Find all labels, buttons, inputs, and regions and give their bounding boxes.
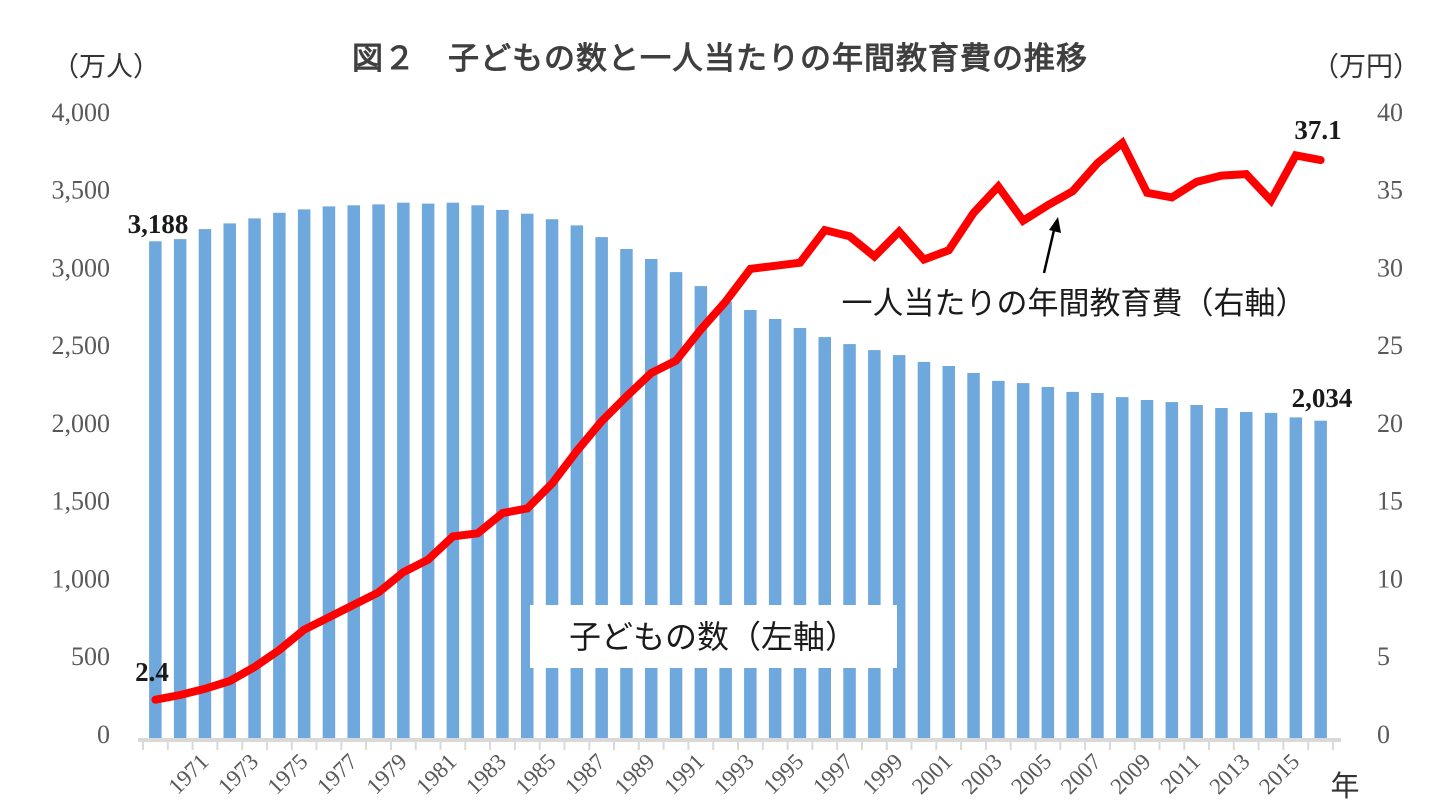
x-axis-year-label: 1997 bbox=[808, 749, 858, 799]
x-axis-year-label: 2009 bbox=[1105, 749, 1155, 799]
bar-2013 bbox=[1240, 412, 1253, 740]
bar-1991 bbox=[694, 286, 708, 740]
left-axis-tick-label: 0 bbox=[97, 720, 110, 749]
x-axis-year-label: 1975 bbox=[262, 749, 312, 799]
bar-1976 bbox=[322, 206, 336, 740]
left-axis-tick-label: 2,000 bbox=[52, 409, 111, 438]
right-axis-tick-label: 40 bbox=[1377, 98, 1403, 127]
bar-1982 bbox=[471, 205, 484, 741]
x-axis-year-label: 2013 bbox=[1205, 749, 1255, 799]
left-axis-tick-label: 500 bbox=[71, 642, 110, 671]
x-axis-year-label: 1993 bbox=[709, 749, 759, 799]
right-axis-tick-label: 0 bbox=[1377, 720, 1390, 749]
right-axis-tick-label: 35 bbox=[1377, 176, 1403, 205]
right-axis-tick-label: 5 bbox=[1377, 642, 1390, 671]
bar-2001 bbox=[942, 366, 955, 740]
bar-2002 bbox=[967, 373, 980, 740]
x-axis-year-label: 1977 bbox=[312, 749, 362, 799]
annotation-arrow-head-icon bbox=[1049, 217, 1061, 233]
x-axis-year-label: 1979 bbox=[362, 749, 412, 799]
bar-1972 bbox=[223, 223, 236, 740]
left-axis-tick-label: 1,500 bbox=[52, 487, 111, 516]
left-axis-tick-label: 2,500 bbox=[52, 331, 111, 360]
bar-2014 bbox=[1264, 412, 1278, 740]
bar-2009 bbox=[1140, 400, 1154, 740]
x-axis-year-label: 1981 bbox=[411, 749, 461, 799]
bar-1996 bbox=[818, 337, 831, 740]
left-axis-tick-label: 1,000 bbox=[52, 564, 111, 593]
left-axis-tick-label: 3,000 bbox=[52, 253, 111, 282]
bar-2007 bbox=[1091, 393, 1104, 740]
chart-title: 図２ 子どもの数と一人当たりの年間教育費の推移 bbox=[352, 41, 1088, 76]
bar-2008 bbox=[1116, 397, 1129, 740]
bar-1992 bbox=[719, 301, 732, 740]
bar-2004 bbox=[1016, 383, 1030, 740]
bar-1970 bbox=[173, 239, 187, 740]
x-axis-year-label: 1983 bbox=[461, 749, 511, 799]
right-axis-tick-label: 15 bbox=[1377, 487, 1403, 516]
bar-1993 bbox=[744, 310, 757, 740]
right-axis-tick-label: 25 bbox=[1377, 331, 1403, 360]
right-axis-tick-label: 10 bbox=[1377, 564, 1403, 593]
left-axis-tick-label: 4,000 bbox=[52, 98, 111, 127]
bar-1997 bbox=[843, 344, 856, 740]
x-axis-year-label: 1995 bbox=[758, 749, 808, 799]
bar-1974 bbox=[273, 212, 286, 741]
right-axis-tick-label: 20 bbox=[1377, 409, 1403, 438]
bar-2003 bbox=[992, 380, 1005, 740]
bar-1999 bbox=[892, 355, 906, 740]
bar-1998 bbox=[868, 350, 881, 740]
bar-1971 bbox=[198, 229, 212, 740]
bar-last-value-label: 2,034 bbox=[1292, 383, 1353, 413]
bar-1990 bbox=[669, 272, 683, 740]
bar-2000 bbox=[917, 361, 931, 740]
bar-1973 bbox=[248, 218, 261, 740]
x-axis-year-label: 1987 bbox=[560, 749, 610, 799]
education-cost-line bbox=[151, 136, 1325, 704]
bar-2006 bbox=[1066, 391, 1079, 740]
bar-1994 bbox=[768, 319, 782, 740]
bar-1995 bbox=[793, 328, 807, 740]
left-axis-unit-label: （万人） bbox=[52, 52, 160, 82]
right-axis-tick-label: 30 bbox=[1377, 253, 1403, 282]
line-series-label: 一人当たりの年間教育費（右軸） bbox=[842, 286, 1307, 321]
x-axis-year-label: 1989 bbox=[610, 749, 660, 799]
x-axis-year-label: 2011 bbox=[1156, 749, 1206, 799]
bar-1975 bbox=[297, 209, 311, 740]
x-axis-year-label: 1985 bbox=[510, 749, 560, 799]
x-axis-year-label: 2015 bbox=[1254, 749, 1304, 799]
x-axis-year-label: 2007 bbox=[1056, 749, 1106, 799]
bar-2011 bbox=[1190, 405, 1203, 740]
bar-2016 bbox=[1314, 420, 1327, 740]
x-axis-year-label: 1973 bbox=[213, 749, 263, 799]
bar-1969 bbox=[149, 241, 162, 741]
x-axis-year-label: 2003 bbox=[957, 749, 1007, 799]
x-axis-year-label: 1971 bbox=[163, 749, 213, 799]
bar-first-value-label: 3,188 bbox=[128, 209, 189, 239]
bar-1980 bbox=[421, 203, 435, 741]
x-axis-year-label: 1991 bbox=[659, 749, 709, 799]
bar-1983 bbox=[496, 209, 509, 740]
bar-series-label: 子どもの数（左軸） bbox=[569, 619, 857, 655]
bar-1977 bbox=[347, 205, 360, 741]
annotation-arrow-shaft bbox=[1042, 229, 1056, 274]
bar-1978 bbox=[372, 204, 385, 740]
bar-2010 bbox=[1165, 402, 1179, 740]
bar-2015 bbox=[1289, 417, 1303, 740]
line-last-value-label: 37.1 bbox=[1294, 115, 1341, 145]
bar-2012 bbox=[1215, 408, 1228, 740]
x-axis-year-label: 2005 bbox=[1006, 749, 1056, 799]
x-axis-year-label: 2001 bbox=[907, 749, 957, 799]
bar-series-label-box bbox=[530, 605, 897, 668]
x-axis-unit-label: 年 bbox=[1330, 770, 1359, 803]
bar-2005 bbox=[1041, 387, 1055, 740]
line-first-value-label: 2.4 bbox=[135, 657, 169, 687]
bar-1979 bbox=[397, 202, 410, 740]
bar-1981 bbox=[446, 202, 460, 740]
x-axis-year-label: 1999 bbox=[857, 749, 907, 799]
left-axis-tick-label: 3,500 bbox=[52, 176, 111, 205]
right-axis-unit-label: （万円） bbox=[1312, 52, 1420, 82]
